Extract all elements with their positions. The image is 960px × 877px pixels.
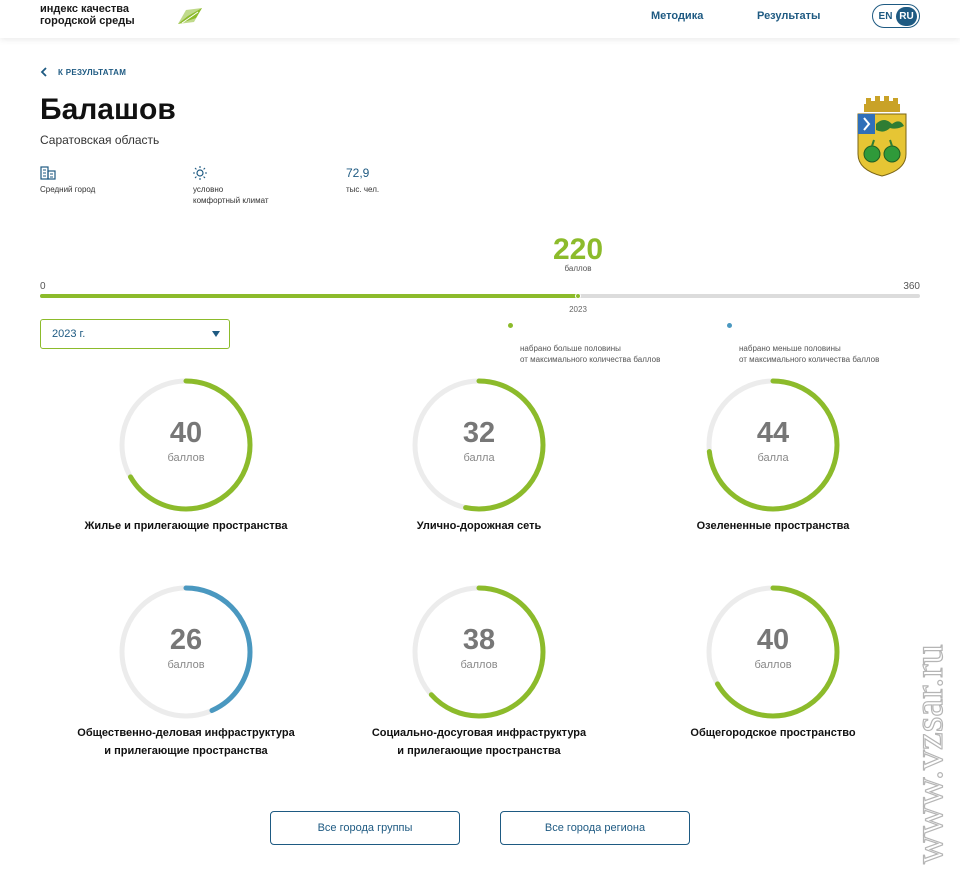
category-name[interactable]: Улично-дорожная сеть bbox=[416, 520, 542, 532]
score-progress-marker[interactable] bbox=[574, 293, 581, 299]
city-coat-of-arms bbox=[857, 96, 907, 177]
site-header: индекс качества городской среды Методика… bbox=[0, 0, 960, 38]
scale-min: 0 bbox=[40, 281, 46, 292]
category-ring bbox=[412, 585, 546, 719]
legend-dot-blue bbox=[727, 323, 732, 328]
watermark: www.vzsar.ru bbox=[910, 644, 950, 865]
year-select[interactable]: 2023 г. bbox=[40, 319, 230, 349]
fact-population-label: тыс. чел. bbox=[346, 185, 380, 194]
back-label: К РЕЗУЛЬТАТАМ bbox=[58, 67, 127, 77]
category-ring bbox=[412, 378, 546, 512]
category-score-unit: баллов bbox=[460, 659, 498, 671]
fact-city-size: Средний город bbox=[40, 165, 95, 195]
building-icon bbox=[40, 166, 56, 180]
ring-progress-arc bbox=[412, 585, 546, 719]
caret-down-icon bbox=[212, 331, 220, 337]
ring-progress-arc bbox=[119, 585, 253, 719]
chevron-left-icon bbox=[40, 67, 47, 77]
category-ring bbox=[706, 378, 840, 512]
score-progress-fill bbox=[40, 294, 578, 298]
category-name[interactable]: Общегородское пространство bbox=[690, 727, 856, 739]
category-score-value: 26 bbox=[169, 624, 203, 656]
category-name[interactable]: Социально-досуговая инфраструктура и при… bbox=[371, 727, 587, 757]
fact-city-size-label: Средний город bbox=[40, 185, 96, 194]
logo-line-1: индекс качества bbox=[40, 3, 129, 15]
all-group-cities-button[interactable]: Все города группы bbox=[270, 811, 460, 845]
category-name[interactable]: Общественно-деловая инфраструктура и при… bbox=[77, 727, 295, 757]
total-score-unit: баллов bbox=[564, 264, 592, 273]
fact-climate-label: условно комфортный климат bbox=[193, 185, 269, 205]
ring-progress-arc bbox=[706, 378, 840, 512]
category-score-unit: балла bbox=[463, 452, 495, 464]
region-name: Саратовская область bbox=[40, 133, 160, 147]
score-progress-bar bbox=[40, 293, 920, 299]
category-score-value: 40 bbox=[756, 624, 790, 656]
all-region-cities-button[interactable]: Все города региона bbox=[500, 811, 690, 845]
scale-max: 360 bbox=[903, 281, 920, 292]
score-year-label: 2023 bbox=[569, 305, 587, 314]
category-name[interactable]: Озелененные пространства bbox=[696, 520, 850, 532]
sun-icon bbox=[193, 166, 207, 180]
legend-dot-green bbox=[508, 323, 513, 328]
category-score-value: 38 bbox=[462, 624, 496, 656]
category-ring bbox=[119, 378, 253, 512]
category-score-value: 40 bbox=[169, 417, 203, 449]
language-switch[interactable]: EN RU bbox=[872, 4, 920, 28]
nav-methodology[interactable]: Методика bbox=[651, 10, 704, 22]
watermark-text: www.vzsar.ru bbox=[910, 644, 950, 864]
legend-above-half: набрано больше половины от максимального… bbox=[508, 321, 660, 365]
category-name[interactable]: Жилье и прилегающие пространства bbox=[84, 520, 288, 532]
category-score-unit: баллов bbox=[754, 659, 792, 671]
category-score-unit: балла bbox=[757, 452, 789, 464]
back-to-results-link[interactable]: К РЕЗУЛЬТАТАМ bbox=[40, 67, 126, 77]
ring-progress-arc bbox=[706, 585, 840, 719]
ring-progress-arc bbox=[119, 378, 253, 512]
category-score-value: 32 bbox=[462, 417, 496, 449]
category-ring bbox=[119, 585, 253, 719]
legend-below-half: набрано меньше половины от максимального… bbox=[727, 321, 879, 365]
category-score-value: 44 bbox=[756, 417, 790, 449]
legend-below-half-text: набрано меньше половины от максимального… bbox=[739, 344, 880, 364]
logo-mark-icon bbox=[178, 8, 202, 24]
category-ring bbox=[706, 585, 840, 719]
city-name: Балашов bbox=[40, 93, 176, 126]
ring-progress-arc bbox=[412, 378, 546, 512]
logo-line-2: городской среды bbox=[40, 15, 135, 27]
category-score-unit: баллов bbox=[167, 659, 205, 671]
total-score-value: 220 bbox=[552, 233, 604, 266]
fact-population-value: 72,9 bbox=[346, 166, 370, 180]
fact-population: 72,9 тыс. чел. bbox=[346, 165, 379, 195]
fact-climate: условно комфортный климат bbox=[193, 165, 269, 206]
legend-above-half-text: набрано больше половины от максимального… bbox=[520, 344, 661, 364]
nav-results[interactable]: Результаты bbox=[757, 10, 821, 22]
category-score-unit: баллов bbox=[167, 452, 205, 464]
lang-en-button[interactable]: EN bbox=[878, 10, 893, 22]
lang-ru-button[interactable]: RU bbox=[896, 6, 917, 26]
site-logo[interactable]: индекс качества городской среды bbox=[40, 3, 135, 27]
year-select-value: 2023 г. bbox=[52, 328, 86, 340]
